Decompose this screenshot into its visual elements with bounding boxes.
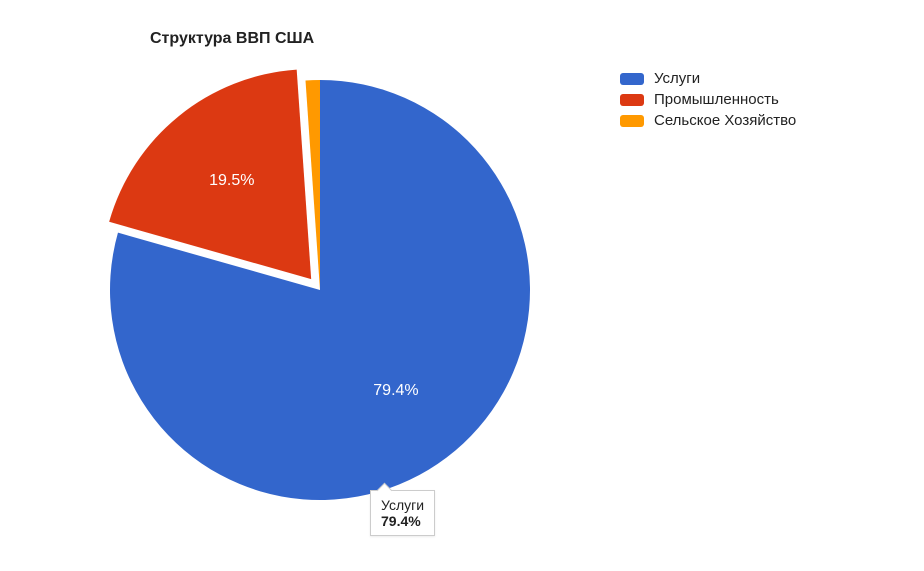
pie-chart: 79.4% 19.5% — [80, 50, 560, 530]
legend-item[interactable]: Услуги — [620, 70, 796, 87]
legend-item[interactable]: Промышленность — [620, 91, 796, 108]
legend-label: Промышленность — [654, 91, 779, 108]
slice-label: 79.4% — [373, 382, 418, 400]
tooltip: Услуги 79.4% — [370, 490, 435, 536]
slice-label: 19.5% — [209, 172, 254, 190]
legend-item[interactable]: Сельское Хозяйство — [620, 112, 796, 129]
legend-swatch — [620, 94, 644, 106]
legend: Услуги Промышленность Сельское Хозяйство — [620, 70, 796, 133]
legend-label: Услуги — [654, 70, 700, 87]
pie-svg — [80, 50, 560, 530]
legend-label: Сельское Хозяйство — [654, 112, 796, 129]
legend-swatch — [620, 73, 644, 85]
legend-swatch — [620, 115, 644, 127]
tooltip-value: 79.4% — [381, 513, 424, 529]
tooltip-label: Услуги — [381, 497, 424, 513]
chart-title: Структура ВВП США — [150, 30, 314, 48]
chart-container: { "chart": { "type": "pie", "title": "Ст… — [0, 0, 924, 571]
